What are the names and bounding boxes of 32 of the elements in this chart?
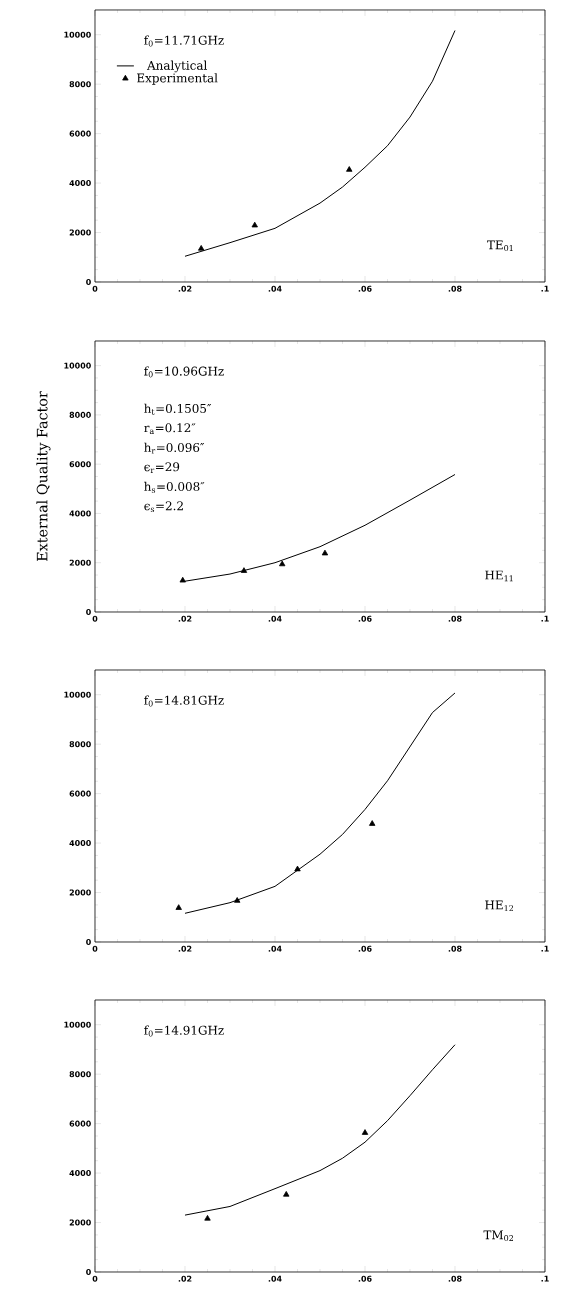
annotation: h$_{r}$=0.096″ — [144, 442, 205, 454]
legend-label: Experimental — [137, 73, 218, 85]
annotation: h$_{t}$=0.1505″ — [144, 403, 212, 415]
line-series — [184, 1044, 456, 1216]
annotation: f$_{0}$=11.71GHz — [144, 35, 224, 47]
point — [240, 567, 248, 573]
annotation: f$_{0}$=10.96GHz — [144, 366, 224, 378]
point — [179, 576, 186, 583]
point — [369, 820, 376, 826]
point — [279, 560, 286, 567]
point — [198, 245, 205, 251]
point — [346, 166, 353, 172]
point — [204, 1214, 211, 1221]
point — [361, 1129, 369, 1135]
annotation: HE$_{11}$ — [485, 570, 513, 582]
annotation: TE$_{01}$ — [487, 240, 513, 252]
annotation: ϵ$_{s}$=2.2 — [144, 501, 183, 513]
point — [283, 1190, 290, 1197]
legend-label: Analytical — [146, 60, 207, 73]
y-axis-title: External Quality Factor — [36, 391, 51, 561]
point — [234, 897, 241, 903]
point — [175, 904, 182, 910]
point — [251, 221, 258, 228]
point — [294, 865, 301, 872]
annotation: r$_{a}$=0.12″ — [144, 423, 196, 434]
annotation: h$_{s}$=0.008″ — [144, 481, 205, 493]
annotation: ϵ$_{r}$=29 — [144, 462, 180, 473]
point — [321, 549, 329, 556]
annotation: f$_{0}$=14.81GHz — [144, 695, 224, 707]
annotation: TM$_{02}$ — [483, 1230, 513, 1242]
annotation: f$_{0}$=14.91GHz — [144, 1025, 224, 1037]
annotation: HE$_{12}$ — [485, 900, 513, 912]
